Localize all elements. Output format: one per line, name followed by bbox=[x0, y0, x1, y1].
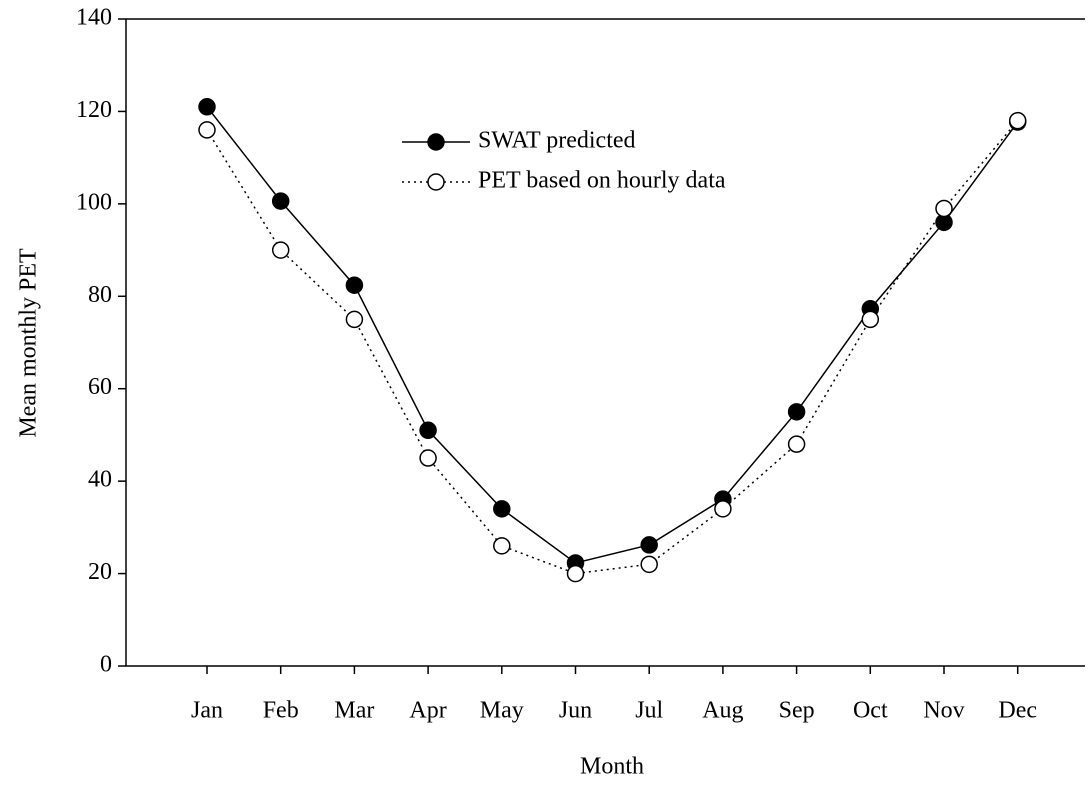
series-line bbox=[206, 106, 1019, 564]
y-tick-label: 60 bbox=[88, 374, 112, 400]
y-tick-label: 140 bbox=[76, 5, 112, 31]
x-tick-label: Feb bbox=[263, 698, 299, 724]
data-point bbox=[271, 192, 290, 210]
y-axis-label: Mean monthly PET bbox=[16, 248, 42, 438]
data-point bbox=[714, 500, 732, 518]
legend-marker bbox=[427, 133, 445, 151]
x-tick-label: Dec bbox=[998, 698, 1037, 724]
y-tick-label: 100 bbox=[76, 189, 112, 215]
data-point bbox=[861, 310, 880, 329]
data-point bbox=[493, 500, 511, 518]
legend-marker bbox=[427, 173, 445, 191]
x-tick-label: Jun bbox=[559, 698, 592, 724]
x-tick-label: Jul bbox=[635, 698, 663, 724]
data-point bbox=[787, 435, 806, 453]
data-point bbox=[640, 555, 658, 574]
y-tick-label: 120 bbox=[76, 97, 112, 123]
x-tick-label: Nov bbox=[923, 698, 964, 724]
x-tick-label: Mar bbox=[334, 698, 374, 724]
data-point bbox=[935, 199, 953, 218]
y-tick-label: 40 bbox=[88, 467, 112, 493]
y-tick-label: 20 bbox=[88, 559, 112, 585]
data-point bbox=[345, 310, 364, 329]
data-point bbox=[640, 536, 658, 554]
y-tick-label: 0 bbox=[100, 652, 112, 678]
data-point bbox=[419, 449, 437, 467]
data-point bbox=[271, 241, 290, 259]
data-point bbox=[787, 403, 806, 421]
x-tick-label: Jan bbox=[191, 698, 223, 724]
x-axis-label: Month bbox=[580, 754, 644, 780]
data-point bbox=[198, 121, 216, 139]
x-tick-label: Aug bbox=[702, 698, 743, 724]
x-tick-label: May bbox=[480, 698, 524, 724]
legend-label: SWAT predicted bbox=[478, 128, 636, 154]
y-tick-label: 80 bbox=[88, 282, 112, 308]
x-tick-label: Oct bbox=[853, 698, 888, 724]
data-point bbox=[1008, 111, 1027, 130]
data-point bbox=[566, 564, 585, 583]
data-point bbox=[419, 421, 437, 440]
data-point bbox=[198, 98, 216, 116]
x-tick-label: Apr bbox=[409, 698, 446, 724]
x-tick-label: Sep bbox=[779, 698, 815, 724]
data-point bbox=[493, 537, 511, 555]
data-point bbox=[345, 276, 364, 294]
legend-label: PET based on hourly data bbox=[478, 168, 726, 194]
